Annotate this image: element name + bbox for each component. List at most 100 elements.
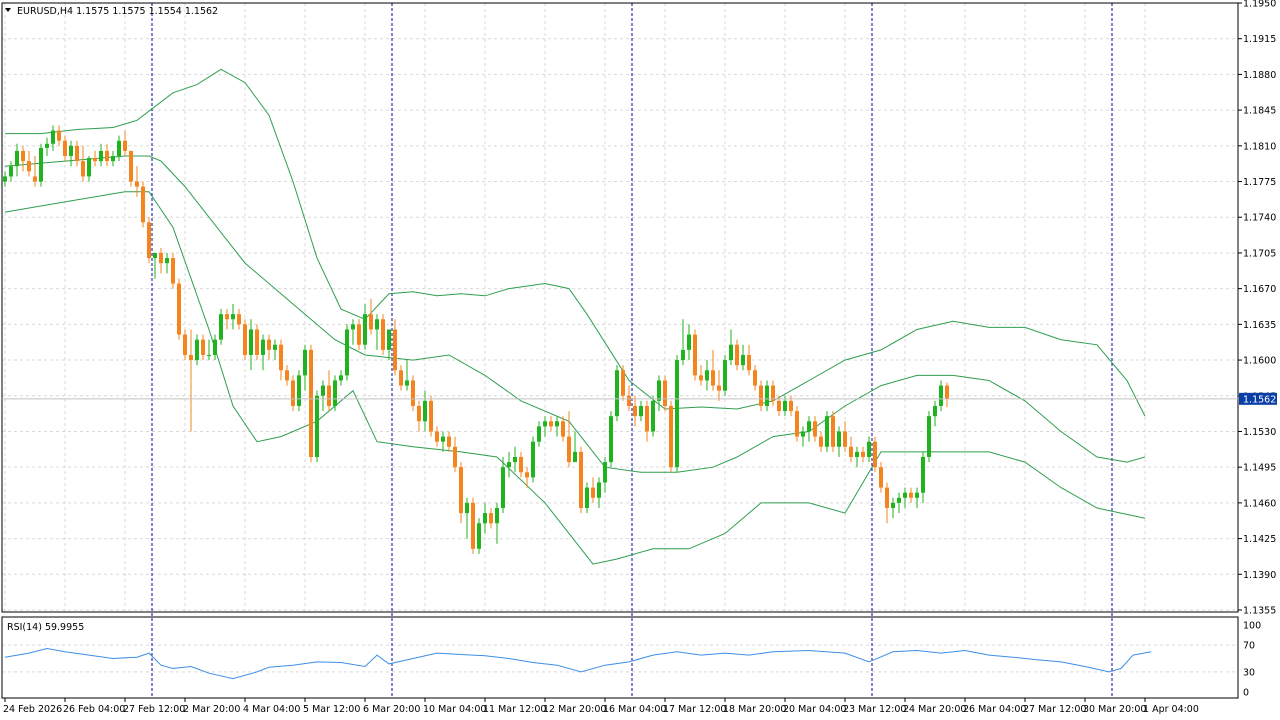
candle[interactable] [891,497,895,519]
candle[interactable] [189,329,193,432]
candle[interactable] [603,456,607,493]
candle[interactable] [675,354,679,473]
candle[interactable] [741,344,745,371]
candle[interactable] [303,344,307,391]
candle[interactable] [909,487,913,503]
candle[interactable] [309,344,313,463]
candle[interactable] [429,395,433,437]
candle[interactable] [483,502,487,534]
candle[interactable] [849,436,853,463]
candle[interactable] [141,181,145,228]
candle[interactable] [9,161,13,182]
candle[interactable] [387,329,391,361]
candle[interactable] [495,502,499,544]
candle[interactable] [801,426,805,447]
candle[interactable] [753,365,757,391]
candle[interactable] [855,446,859,468]
candle[interactable] [369,298,373,335]
candle[interactable] [93,150,97,167]
candle[interactable] [555,416,559,437]
candle[interactable] [633,395,637,427]
candle[interactable] [615,365,619,422]
candle[interactable] [621,365,625,401]
candle[interactable] [357,319,361,350]
candle[interactable] [825,411,829,452]
candle[interactable] [21,145,25,172]
candle[interactable] [579,446,583,514]
candle[interactable] [567,411,571,468]
candle[interactable] [135,166,139,197]
candle[interactable] [249,319,253,371]
candle[interactable] [315,390,319,463]
candle[interactable] [273,339,277,361]
candle[interactable] [321,380,325,412]
candle[interactable] [885,482,889,524]
candle[interactable] [477,518,481,554]
candle[interactable] [525,467,529,488]
candle[interactable] [327,370,331,412]
candle[interactable] [681,319,685,366]
candle[interactable] [573,431,577,463]
candle[interactable] [717,370,721,401]
candle[interactable] [819,431,823,452]
candle[interactable] [699,365,703,386]
candle[interactable] [441,431,445,452]
candle[interactable] [873,436,877,473]
candle[interactable] [897,492,901,514]
candle[interactable] [537,421,541,447]
candle[interactable] [171,252,175,289]
candle[interactable] [33,156,37,187]
candle[interactable] [765,380,769,412]
candle[interactable] [933,400,937,427]
candle[interactable] [471,497,475,554]
candle[interactable] [393,319,397,376]
candle[interactable] [489,507,493,529]
candle[interactable] [291,375,295,412]
candle[interactable] [585,482,589,514]
candle[interactable] [129,150,133,187]
candle[interactable] [339,370,343,386]
candle[interactable] [843,421,847,452]
candle[interactable] [531,436,535,483]
candle[interactable] [105,143,109,167]
candle[interactable] [81,145,85,182]
candle[interactable] [411,375,415,412]
candle[interactable] [333,375,337,412]
candle[interactable] [117,135,121,162]
candle[interactable] [543,416,547,437]
candle[interactable] [507,451,511,478]
candle[interactable] [609,411,613,468]
candle[interactable] [651,395,655,437]
candle[interactable] [63,135,67,162]
candle[interactable] [423,390,427,432]
candle[interactable] [723,354,727,396]
candle[interactable] [435,426,439,447]
candle[interactable] [513,446,517,473]
candle[interactable] [297,370,301,412]
candle[interactable] [75,140,79,167]
candle[interactable] [213,334,217,361]
candle[interactable] [237,309,241,330]
candle[interactable] [165,252,169,274]
candle[interactable] [945,382,949,407]
candle[interactable] [663,375,667,412]
candle[interactable] [831,411,835,452]
candle[interactable] [207,339,211,361]
candle[interactable] [861,446,865,463]
chart-header[interactable]: EURUSD,H4 1.1575 1.1575 1.1554 1.1562 [5,6,218,17]
candle[interactable] [147,217,151,264]
candle[interactable] [27,150,31,177]
candle[interactable] [45,137,49,157]
candle[interactable] [687,324,691,361]
candle[interactable] [879,462,883,493]
candle[interactable] [645,400,649,442]
candle[interactable] [363,303,367,350]
candle[interactable] [903,487,907,508]
candle[interactable] [837,426,841,457]
candle[interactable] [711,349,715,391]
candle[interactable] [915,487,919,508]
candle[interactable] [279,339,283,381]
candle[interactable] [399,365,403,391]
candle[interactable] [639,400,643,422]
